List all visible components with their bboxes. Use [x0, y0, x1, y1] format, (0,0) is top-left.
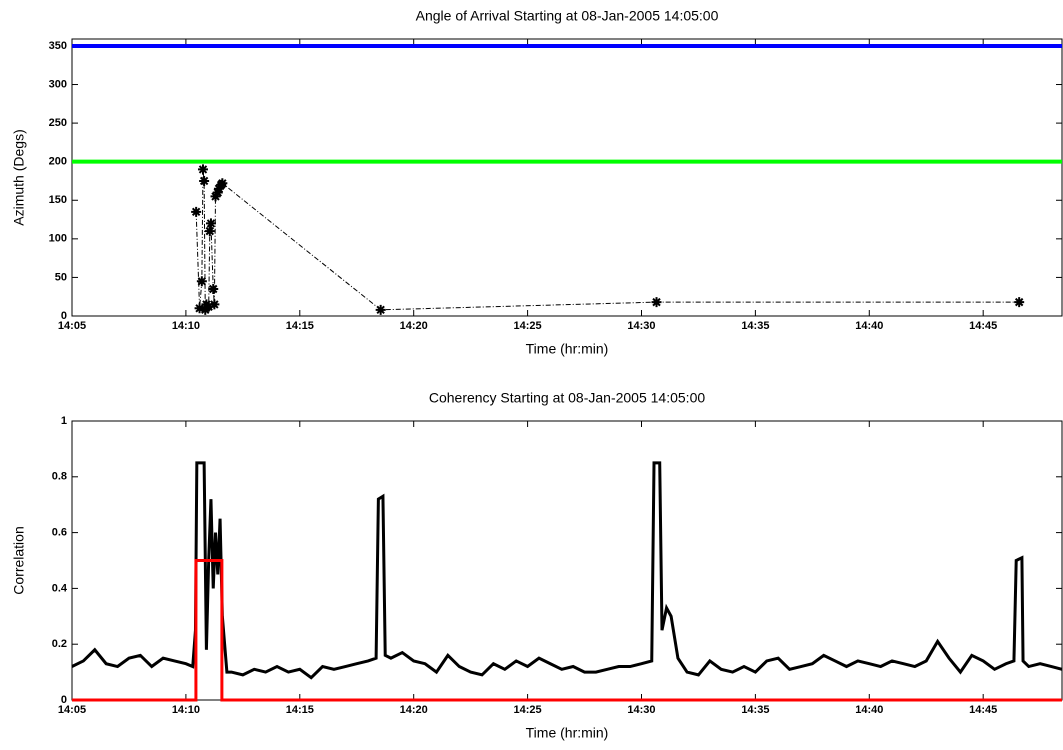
- y-tick-label: 0.6: [52, 527, 67, 539]
- y-axis-label: Correlation: [11, 526, 27, 594]
- data-point: [199, 175, 210, 186]
- data-point: [210, 191, 221, 202]
- x-tick-label: 14:35: [741, 320, 769, 332]
- data-point: [208, 283, 219, 294]
- y-tick-label: 0: [61, 694, 67, 706]
- x-tick-label: 14:15: [286, 704, 314, 716]
- data-point: [651, 297, 662, 308]
- x-tick-label: 14:30: [627, 320, 655, 332]
- data-point: [213, 183, 224, 194]
- y-tick-label: 250: [49, 117, 67, 129]
- y-tick-label: 50: [55, 271, 67, 283]
- x-tick-label: 14:05: [58, 320, 86, 332]
- subplot: Coherency Starting at 08-Jan-2005 14:05:…: [11, 390, 1063, 741]
- x-tick-label: 14:45: [969, 320, 997, 332]
- data-point: [194, 303, 205, 314]
- x-tick-label: 14:40: [855, 320, 883, 332]
- data-point: [1014, 297, 1025, 308]
- data-point: [197, 164, 208, 175]
- y-tick-label: 100: [49, 233, 67, 245]
- data-point: [205, 218, 216, 229]
- y-axis-label: Azimuth (Degs): [11, 129, 27, 225]
- plot-area: [71, 420, 1063, 701]
- data-line: [71, 461, 1063, 680]
- x-tick-label: 14:25: [514, 704, 542, 716]
- x-axis-label: Time (hr:min): [526, 341, 609, 357]
- x-tick-label: 14:05: [58, 704, 86, 716]
- y-tick-label: 0.4: [52, 582, 68, 594]
- data-point: [191, 206, 202, 217]
- y-tick-label: 300: [49, 78, 67, 90]
- data-point: [212, 187, 223, 198]
- data-line: [72, 559, 1062, 702]
- y-tick-label: 1: [61, 415, 67, 427]
- data-point: [203, 301, 214, 312]
- x-tick-label: 14:40: [855, 704, 883, 716]
- y-tick-label: 150: [49, 194, 67, 206]
- x-axis-label: Time (hr:min): [526, 725, 609, 741]
- x-tick-label: 14:25: [514, 320, 542, 332]
- x-tick-label: 14:20: [400, 704, 428, 716]
- y-tick-label: 0.2: [52, 638, 67, 650]
- x-tick-label: 14:20: [400, 320, 428, 332]
- y-tick-label: 0.8: [52, 471, 67, 483]
- data-point: [375, 304, 386, 315]
- data-point: [217, 178, 228, 189]
- data-point: [209, 299, 220, 310]
- x-tick-label: 14:30: [627, 704, 655, 716]
- x-tick-label: 14:15: [286, 320, 314, 332]
- y-tick-label: 200: [49, 156, 67, 168]
- plot-area: [71, 38, 1063, 317]
- x-tick-label: 14:35: [741, 704, 769, 716]
- subplot: Angle of Arrival Starting at 08-Jan-2005…: [11, 8, 1063, 357]
- y-tick-label: 350: [49, 40, 67, 52]
- chart-title: Angle of Arrival Starting at 08-Jan-2005…: [416, 8, 719, 24]
- x-tick-label: 14:10: [172, 704, 200, 716]
- data-point: [196, 276, 207, 287]
- x-tick-label: 14:45: [969, 704, 997, 716]
- x-tick-label: 14:10: [172, 320, 200, 332]
- data-point: [204, 226, 215, 237]
- y-tick-label: 0: [61, 310, 67, 322]
- chart-title: Coherency Starting at 08-Jan-2005 14:05:…: [429, 390, 706, 406]
